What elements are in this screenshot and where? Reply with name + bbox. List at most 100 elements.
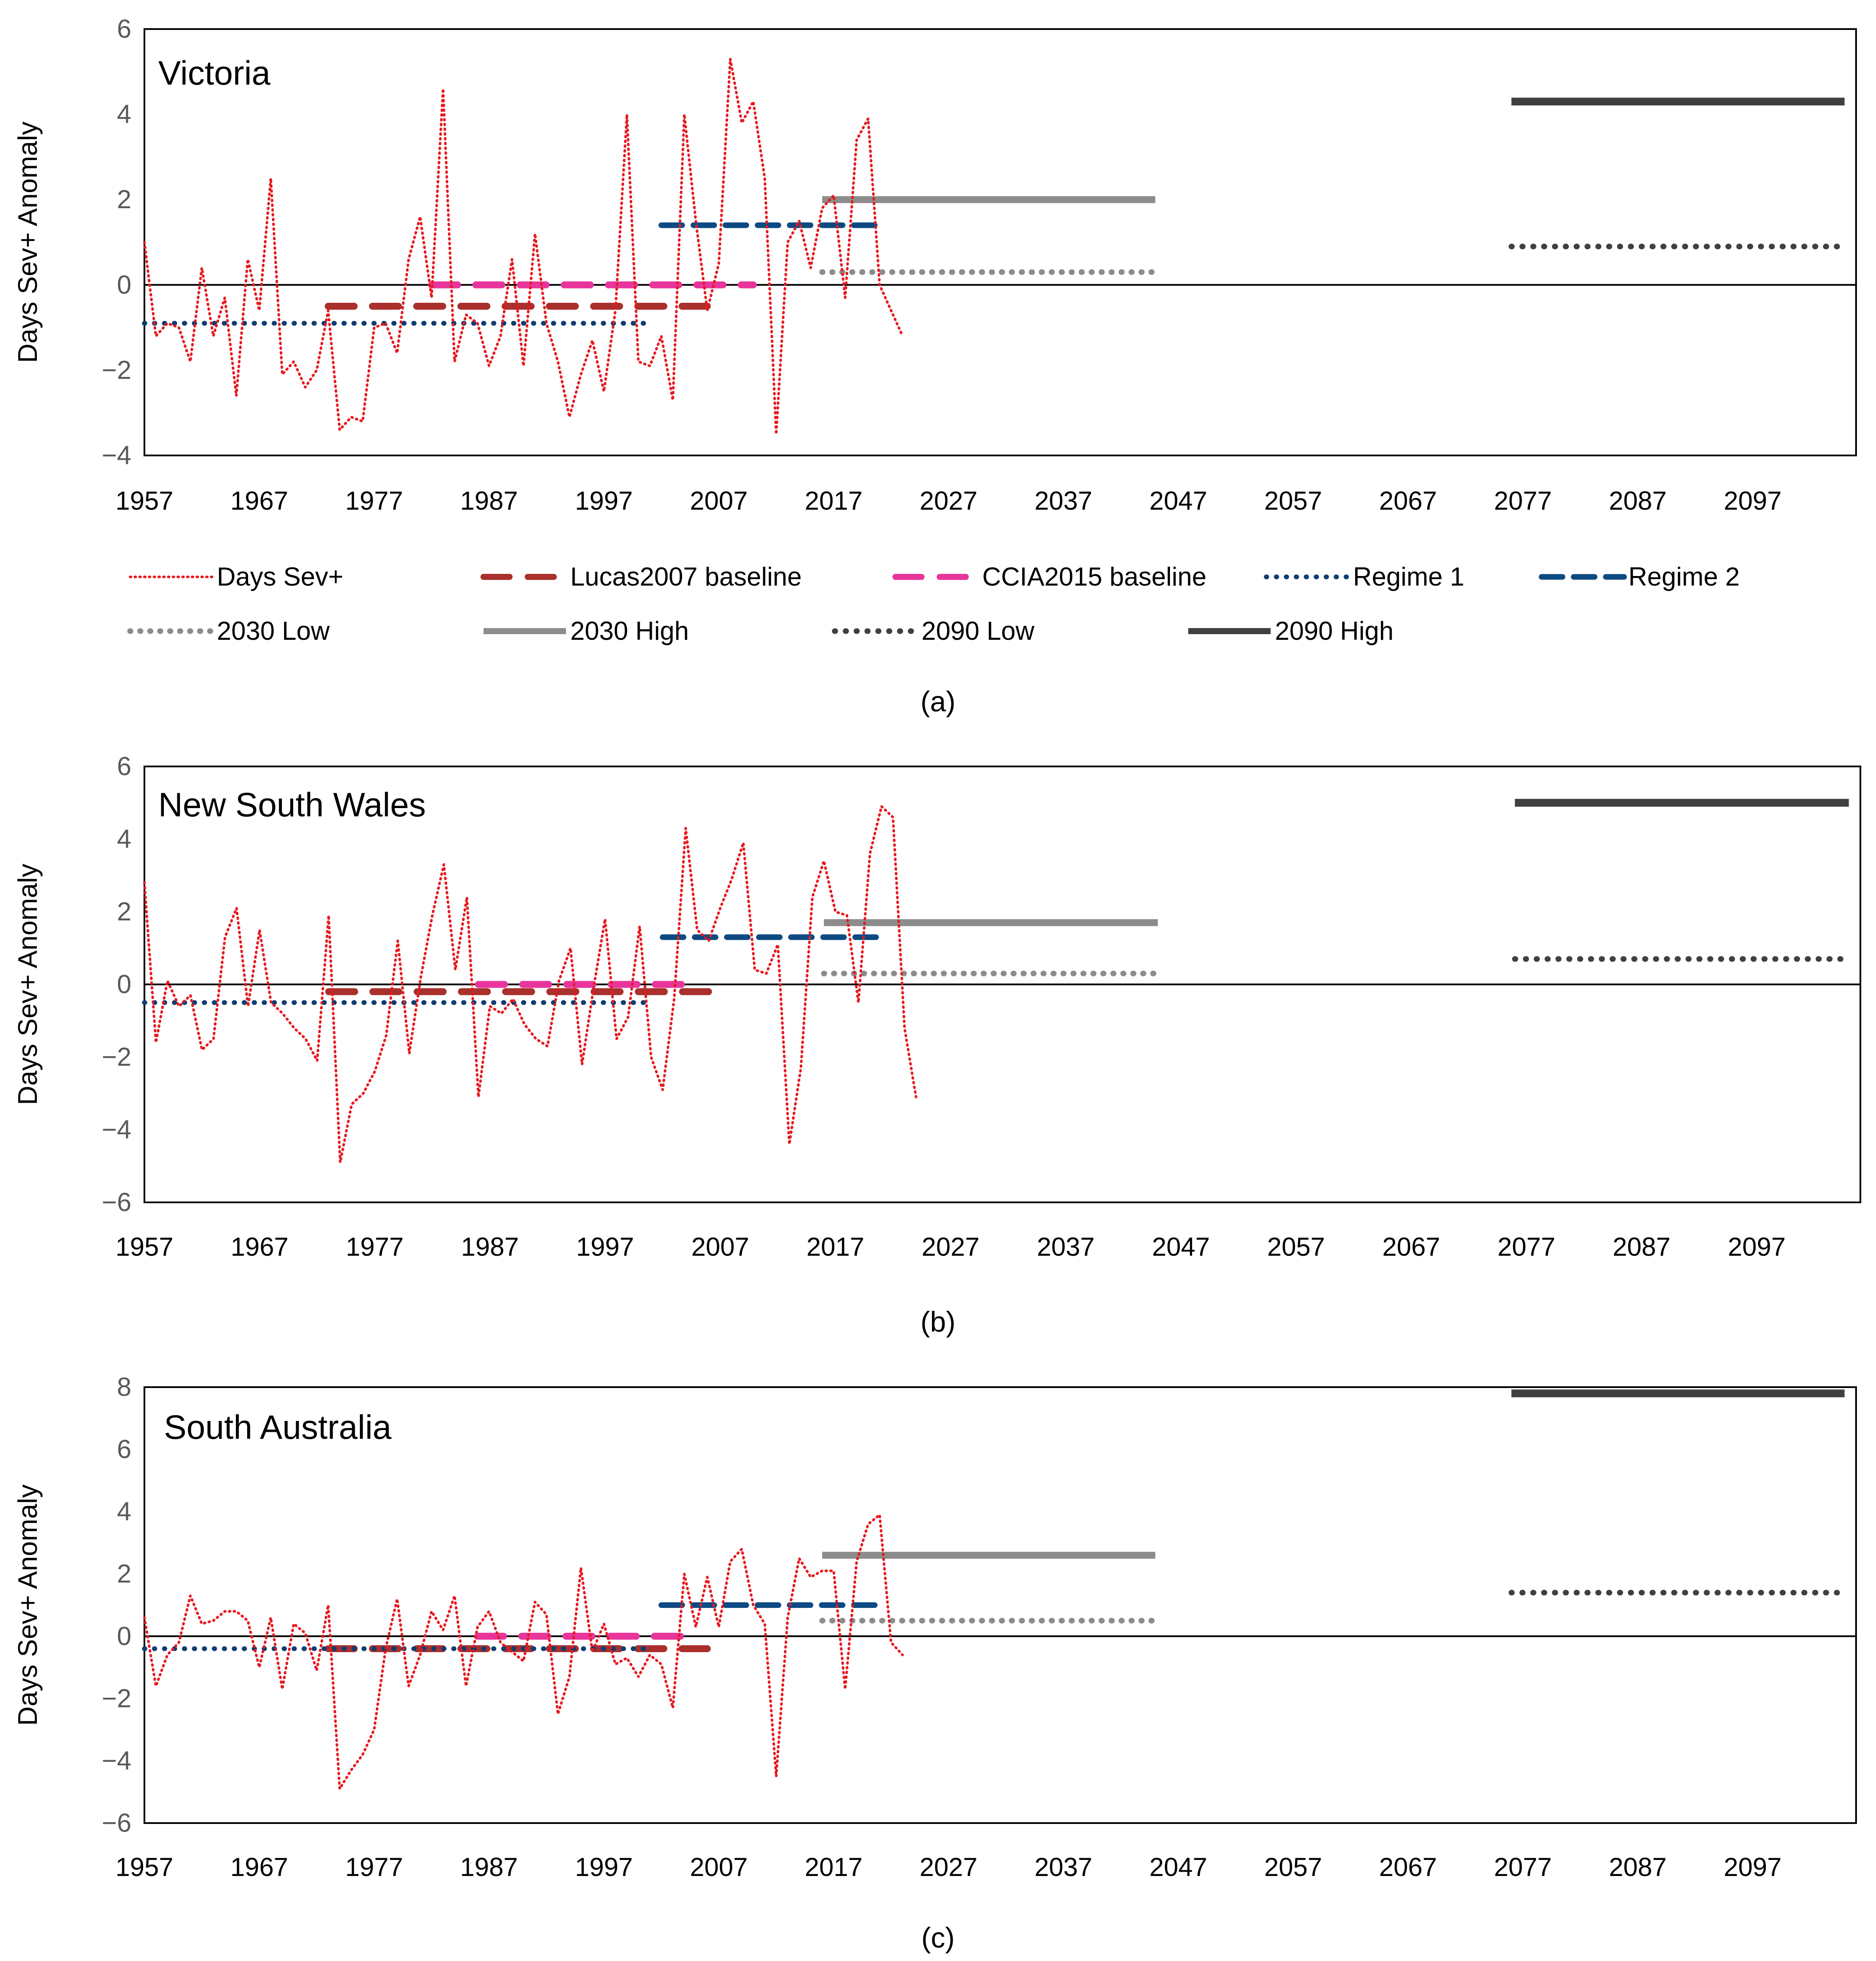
x-tick-label: 2017 (805, 486, 863, 515)
x-tick-label: 2067 (1379, 1853, 1437, 1882)
x-tick-label: 2017 (807, 1232, 864, 1261)
y-tick-label: 4 (117, 1497, 131, 1526)
chart-panel-2: −6 −4 −2 0 2 4 6 1957 1967 1977 1987 1997 2007 2017 20… (13, 752, 1861, 1338)
x-tick-label: 2087 (1613, 1232, 1670, 1261)
y-tick-label: 6 (117, 1435, 131, 1464)
x-tick-label: 2047 (1149, 1853, 1207, 1882)
y-tick-label: 6 (117, 14, 131, 43)
x-tick-label: 2077 (1494, 1853, 1552, 1882)
legend-item-regime-1: Regime 1 (1264, 562, 1464, 591)
legend-item-ccia2015-baseline: CCIA2015 baseline (892, 562, 1206, 591)
y-tick-label: −6 (102, 1808, 131, 1837)
x-tick-label: 2077 (1494, 486, 1552, 515)
x-tick-label: 2037 (1037, 1232, 1095, 1261)
legend-label: Regime 2 (1628, 562, 1740, 591)
x-tick-label: 1957 (115, 486, 173, 515)
x-tick-label: 2057 (1264, 486, 1322, 515)
x-tick-label: 2057 (1267, 1232, 1325, 1261)
x-tick-label: 1977 (346, 1232, 403, 1261)
y-tick-label: −4 (102, 441, 131, 470)
x-tick-label: 2027 (920, 1853, 977, 1882)
plot-frame (144, 28, 1857, 456)
legend-item-2090-high: 2090 High (1188, 616, 1394, 645)
y-axis-label: Days Sev+ Anomaly (13, 121, 43, 363)
y-tick-label: 4 (117, 100, 131, 129)
y-tick-label: −4 (102, 1746, 131, 1775)
x-tick-label: 2027 (920, 486, 977, 515)
legend: Days Sev+ Lucas2007 baseline CCIA2015 base… (127, 562, 1740, 645)
x-tick-label: 2007 (691, 1232, 749, 1261)
legend-item-2090-low: 2090 Low (832, 616, 1035, 645)
series-days-sev (143, 805, 918, 1164)
y-tick-label: −6 (102, 1188, 131, 1217)
x-tick-label: 2017 (805, 1853, 863, 1882)
x-tick-label: 2037 (1034, 486, 1092, 515)
x-tick-label: 2037 (1034, 1853, 1092, 1882)
x-tick-label: 2097 (1724, 486, 1781, 515)
y-tick-label: −2 (102, 1684, 131, 1713)
legend-item-lucas2007-baseline: Lucas2007 baseline (480, 562, 802, 591)
x-tick-label: 1997 (575, 1853, 633, 1882)
x-tick-label: 2007 (690, 1853, 748, 1882)
y-axis-label: Days Sev+ Anomaly (13, 1484, 43, 1726)
y-tick-label: 2 (117, 1559, 131, 1588)
legend-item-days-sev: Days Sev+ (129, 562, 343, 591)
y-tick-label: 2 (117, 897, 131, 926)
x-tick-label: 2087 (1609, 1853, 1667, 1882)
y-tick-label: −2 (102, 355, 131, 384)
x-tick-label: 1997 (576, 1232, 634, 1261)
y-tick-label: −2 (102, 1042, 131, 1071)
x-tick-label: 2087 (1609, 486, 1667, 515)
y-tick-label: 2 (117, 185, 131, 214)
x-tick-label: 1977 (345, 486, 403, 515)
x-tick-label: 2097 (1724, 1853, 1781, 1882)
x-tick-label: 1957 (115, 1853, 173, 1882)
legend-label: Lucas2007 baseline (570, 562, 802, 591)
x-tick-label: 2097 (1728, 1232, 1785, 1261)
x-tick-label: 1987 (460, 1853, 518, 1882)
panel-label: (a) (921, 685, 956, 717)
x-tick-label: 1957 (115, 1232, 173, 1261)
y-tick-label: 0 (117, 970, 131, 999)
panel-label: (c) (922, 1922, 955, 1954)
x-tick-label: 1977 (345, 1853, 403, 1882)
x-tick-label: 2057 (1264, 1853, 1322, 1882)
legend-label: 2090 High (1275, 616, 1394, 645)
y-tick-label: −4 (102, 1115, 131, 1144)
x-tick-label: 2027 (922, 1232, 979, 1261)
y-tick-label: 0 (117, 1621, 131, 1650)
legend-label: Regime 1 (1353, 562, 1464, 591)
x-tick-label: 1997 (575, 486, 633, 515)
x-tick-label: 1967 (230, 486, 288, 515)
panel-title: New South Wales (158, 786, 426, 824)
y-axis-label: Days Sev+ Anomaly (13, 864, 43, 1105)
panel-title: Victoria (158, 54, 271, 92)
x-tick-label: 1987 (461, 1232, 519, 1261)
x-tick-label: 1987 (460, 486, 518, 515)
series-days-sev (143, 57, 904, 435)
series-days-sev (143, 1513, 904, 1790)
y-tick-label: 6 (117, 752, 131, 781)
x-tick-label: 2007 (690, 486, 748, 515)
legend-label: 2090 Low (922, 616, 1035, 645)
y-tick-label: 4 (117, 825, 131, 854)
panel-title: South Australia (164, 1408, 392, 1446)
legend-item-regime-2: Regime 2 (1539, 562, 1740, 591)
x-tick-label: 2047 (1149, 486, 1207, 515)
panel-label: (b) (921, 1306, 956, 1338)
chart-panel-3: −6 −4 −2 0 2 4 6 8 1957 1967 1977 1987 1997 2007 2017 2… (13, 1372, 1857, 1954)
chart-panel-1: −4 −2 0 2 4 6 1957 1967 1977 1987 1997 2007 2017 2027… (13, 14, 1857, 717)
plot-frame (144, 1386, 1857, 1824)
x-tick-label: 1967 (231, 1232, 288, 1261)
legend-label: 2030 Low (217, 616, 330, 645)
x-tick-label: 1967 (230, 1853, 288, 1882)
x-tick-label: 2047 (1152, 1232, 1209, 1261)
legend-label: Days Sev+ (217, 562, 343, 591)
legend-label: CCIA2015 baseline (982, 562, 1206, 591)
legend-label: 2030 High (570, 616, 689, 645)
x-tick-label: 2067 (1379, 486, 1437, 515)
x-tick-label: 2067 (1382, 1232, 1440, 1261)
legend-item-2030-high: 2030 High (484, 616, 689, 645)
y-tick-label: 8 (117, 1372, 131, 1401)
